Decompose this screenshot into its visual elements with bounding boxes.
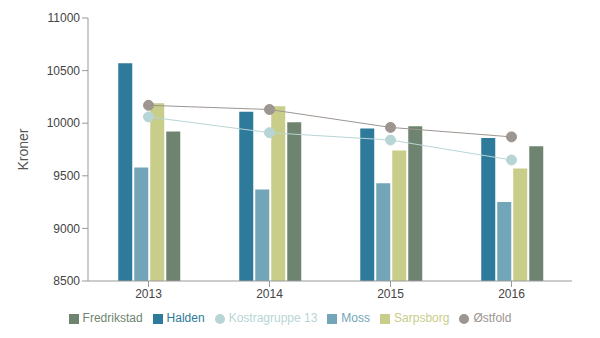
svg-text:2015: 2015 xyxy=(377,287,404,301)
svg-text:2014: 2014 xyxy=(256,287,283,301)
html-text:Moss: Moss xyxy=(341,311,370,325)
svg-text:10500: 10500 xyxy=(47,64,81,78)
html-text:Sarpsborg: Sarpsborg xyxy=(394,311,450,325)
svg-text:11000: 11000 xyxy=(48,11,81,25)
svg-text:10000: 10000 xyxy=(47,116,81,130)
html-text:Østfold: Østfold xyxy=(473,311,512,325)
svg-text:2016: 2016 xyxy=(498,287,525,301)
html-text:Halden: Halden xyxy=(166,311,205,325)
svg-text:2013: 2013 xyxy=(135,287,162,301)
svg-text:9000: 9000 xyxy=(53,222,80,236)
svg-text:Kroner: Kroner xyxy=(15,128,31,170)
svg-text:8500: 8500 xyxy=(53,274,80,288)
html-text:Kostragruppe 13: Kostragruppe 13 xyxy=(228,311,318,325)
svg-text:9500: 9500 xyxy=(53,169,80,183)
html-text:Fredrikstad: Fredrikstad xyxy=(82,311,143,325)
